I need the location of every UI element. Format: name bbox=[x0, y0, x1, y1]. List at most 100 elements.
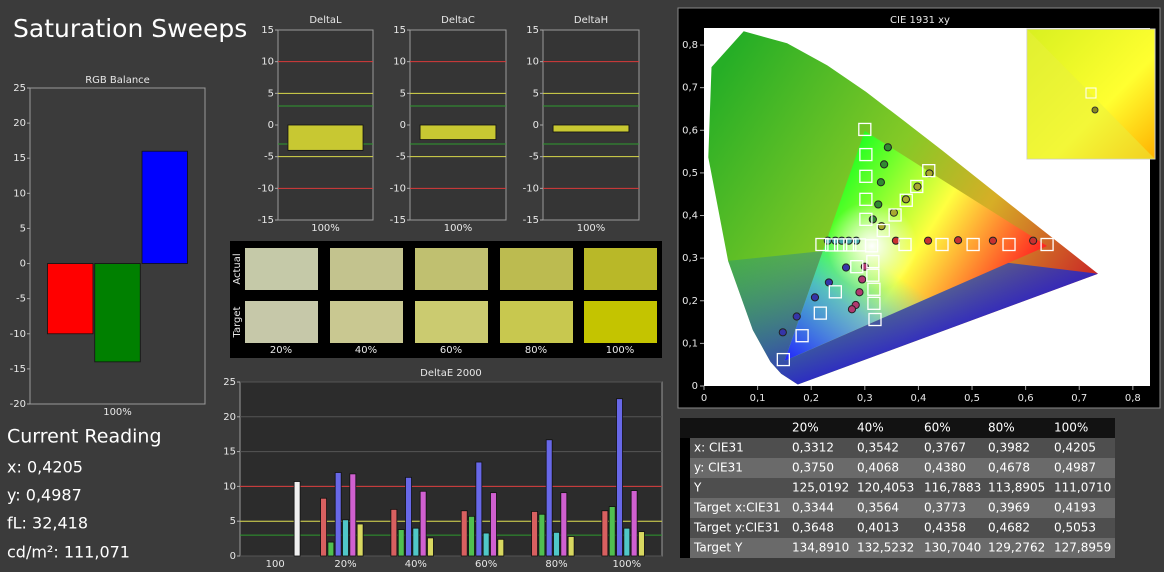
target-point bbox=[859, 192, 873, 206]
target-point bbox=[815, 237, 829, 252]
bar bbox=[482, 532, 490, 557]
y-tick-label: 15 bbox=[393, 25, 406, 36]
table-cell: 0,3344 bbox=[792, 501, 834, 515]
x-tick-label: 0,3 bbox=[857, 393, 873, 404]
x-tick-label: 80% bbox=[545, 559, 567, 570]
target-point bbox=[888, 208, 902, 222]
bar bbox=[460, 510, 468, 557]
y-tick-label: 5 bbox=[533, 88, 539, 99]
table-cell: 111,0710 bbox=[1054, 481, 1111, 495]
swatch-label: 80% bbox=[525, 345, 547, 356]
target-point bbox=[867, 282, 881, 296]
bar bbox=[405, 476, 412, 557]
y-tick-label: 10 bbox=[261, 57, 274, 68]
y-tick-label: 10 bbox=[223, 481, 236, 492]
y-tick-label: 0,7 bbox=[682, 83, 698, 94]
zoom-measured bbox=[1091, 106, 1099, 114]
chart-title: DeltaL bbox=[309, 15, 342, 26]
bar bbox=[47, 263, 94, 335]
y-tick-label: 0,3 bbox=[682, 253, 698, 264]
table-row-bg bbox=[690, 538, 1115, 558]
x-tick-label: 100% bbox=[311, 223, 340, 234]
target-point bbox=[1040, 237, 1054, 252]
chart-title: RGB Balance bbox=[85, 75, 150, 86]
target-point bbox=[776, 352, 790, 367]
table-cell: 125,0192 bbox=[792, 481, 849, 495]
target-point bbox=[859, 169, 873, 183]
target-point bbox=[966, 237, 980, 252]
table-cell: 0,4205 bbox=[1054, 441, 1096, 455]
swatch-label: 20% bbox=[270, 345, 292, 356]
x-tick-label: 100% bbox=[103, 407, 132, 418]
measured-point bbox=[883, 143, 892, 152]
bar bbox=[553, 531, 560, 557]
reading-line: fL: 32,418 bbox=[7, 514, 88, 533]
measured-point bbox=[877, 222, 886, 231]
measured-point bbox=[847, 305, 857, 314]
table-row-bg bbox=[690, 478, 1115, 498]
actual-swatch bbox=[500, 248, 573, 290]
bar bbox=[141, 150, 188, 264]
y-tick-label: -15 bbox=[390, 215, 406, 226]
measured-point bbox=[953, 236, 963, 245]
row-header: Target x:CIE31 bbox=[693, 501, 781, 515]
table-cell: 0,3542 bbox=[857, 441, 899, 455]
y-tick-label: -10 bbox=[523, 183, 539, 194]
target-gamut-white bbox=[784, 131, 1047, 361]
target-swatch bbox=[245, 301, 318, 343]
target-point bbox=[867, 296, 881, 310]
target-swatch bbox=[500, 301, 573, 343]
y-tick-label: 25 bbox=[223, 377, 236, 388]
measured-point bbox=[858, 275, 867, 284]
x-tick-label: 60% bbox=[475, 559, 497, 570]
y-tick-label: 0 bbox=[400, 120, 406, 131]
table-cell: 120,4053 bbox=[857, 481, 914, 495]
target-point bbox=[859, 147, 873, 162]
measured-point bbox=[988, 236, 998, 245]
table-cell: 0,4682 bbox=[988, 521, 1030, 535]
measured-point bbox=[824, 278, 834, 287]
y-tick-label: -15 bbox=[523, 215, 539, 226]
x-tick-label: 100 bbox=[266, 559, 285, 570]
row-label: Target bbox=[232, 306, 243, 338]
y-tick-label: 20 bbox=[223, 412, 236, 423]
bar bbox=[327, 541, 335, 557]
chart-title: DeltaE 2000 bbox=[420, 368, 482, 379]
y-tick-label: -20 bbox=[10, 399, 26, 410]
bar bbox=[342, 519, 349, 557]
bar bbox=[419, 124, 497, 140]
measured-point bbox=[810, 293, 820, 302]
target-swatch bbox=[584, 301, 657, 343]
bar bbox=[390, 508, 398, 557]
bar bbox=[349, 473, 357, 557]
row-header: Target y:CIE31 bbox=[693, 521, 780, 535]
chart-title: CIE 1931 xy bbox=[890, 15, 950, 26]
table-cell: 0,3564 bbox=[857, 501, 899, 515]
x-tick-label: 100% bbox=[613, 559, 642, 570]
bar bbox=[320, 497, 327, 557]
y-tick-label: -10 bbox=[258, 183, 274, 194]
y-tick-label: -10 bbox=[10, 329, 26, 340]
reading-line: y: 0,4987 bbox=[7, 486, 82, 505]
y-tick-label: 0,6 bbox=[682, 125, 698, 136]
table-cell: 0,3648 bbox=[792, 521, 834, 535]
table-header-bg bbox=[680, 418, 1115, 438]
bar bbox=[412, 527, 420, 557]
plot-area bbox=[239, 381, 663, 557]
bar bbox=[601, 510, 609, 557]
table-cell: 0,3982 bbox=[988, 441, 1030, 455]
target-point bbox=[834, 238, 848, 252]
bar bbox=[419, 490, 427, 557]
x-tick-label: 0,1 bbox=[750, 393, 766, 404]
measured-point bbox=[778, 328, 787, 337]
x-tick-label: 20% bbox=[334, 559, 356, 570]
y-tick-label: 0 bbox=[692, 381, 698, 392]
table-cell: 0,3969 bbox=[988, 501, 1030, 515]
bar bbox=[287, 124, 364, 151]
table-cell: 0,4358 bbox=[924, 521, 966, 535]
table-row-bg bbox=[690, 438, 1115, 458]
table-row-bg bbox=[690, 498, 1115, 518]
target-point bbox=[899, 193, 913, 207]
column-header: 40% bbox=[857, 421, 884, 435]
